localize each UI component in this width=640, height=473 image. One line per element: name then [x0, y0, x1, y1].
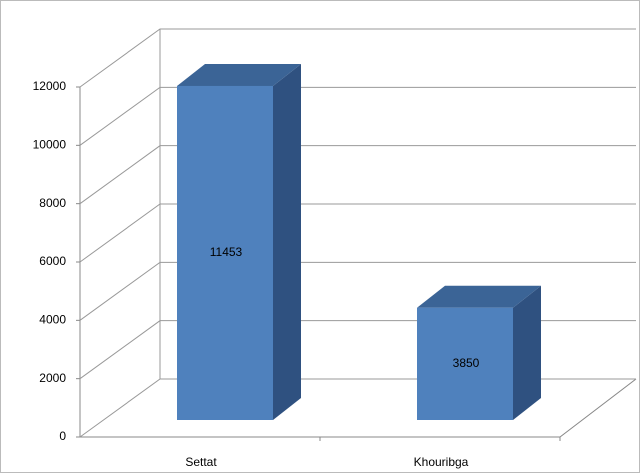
y-tick-label: 12000 — [33, 79, 67, 93]
grid-line — [79, 145, 636, 205]
grid-line — [79, 28, 636, 88]
x-tick-label: Settat — [185, 455, 217, 469]
bar — [177, 85, 273, 421]
bar-side — [273, 63, 301, 421]
y-tick-label: 8000 — [39, 196, 66, 210]
y-tick-label: 6000 — [39, 254, 66, 268]
x-tick-label: Khouribga — [414, 455, 469, 469]
value-label: 11453 — [210, 245, 243, 259]
y-tick-label: 10000 — [33, 138, 67, 152]
value-label: 3850 — [453, 356, 480, 370]
y-tick-label: 0 — [59, 429, 66, 443]
y-tick-label: 2000 — [39, 371, 66, 385]
bar-top — [417, 285, 541, 308]
grid-line — [79, 203, 636, 263]
bar — [417, 307, 513, 420]
grid-line — [79, 86, 636, 146]
y-tick-label: 4000 — [39, 313, 66, 327]
grid-line — [79, 261, 636, 321]
bar-side — [513, 285, 541, 420]
bar-top — [177, 63, 301, 86]
